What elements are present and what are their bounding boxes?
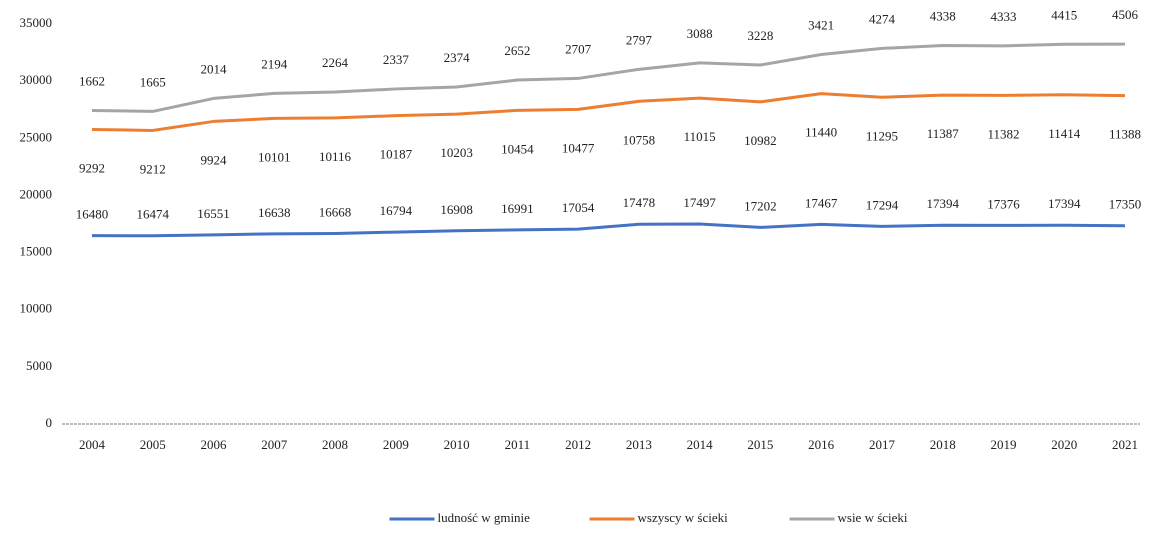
data-label: 16474 xyxy=(137,207,170,222)
data-label: 11015 xyxy=(684,129,716,144)
data-label: 4415 xyxy=(1051,7,1077,22)
data-label: 3088 xyxy=(687,26,713,41)
data-label: 4333 xyxy=(990,9,1016,24)
data-label: 9292 xyxy=(79,160,105,175)
data-label: 17467 xyxy=(805,195,838,210)
y-tick-label: 15000 xyxy=(20,244,53,259)
data-label: 10982 xyxy=(744,133,777,148)
y-tick-label: 20000 xyxy=(20,186,53,201)
data-label: 4338 xyxy=(930,8,956,23)
data-label: 2707 xyxy=(565,41,592,56)
y-tick-label: 25000 xyxy=(20,129,53,144)
data-label: 17394 xyxy=(926,196,959,211)
data-label: 16551 xyxy=(197,206,230,221)
data-label: 16991 xyxy=(501,201,534,216)
data-label: 3228 xyxy=(747,28,773,43)
x-tick-label: 2014 xyxy=(687,437,714,452)
legend-label: ludność w gminie xyxy=(438,510,531,525)
y-tick-label: 5000 xyxy=(26,358,52,373)
data-label: 2194 xyxy=(261,56,288,71)
x-tick-label: 2007 xyxy=(261,437,288,452)
series-line xyxy=(91,42,1126,113)
x-tick-label: 2005 xyxy=(140,437,166,452)
data-label: 16908 xyxy=(440,202,473,217)
data-label: 10203 xyxy=(440,145,473,160)
legend-label: wsie w ścieki xyxy=(838,510,908,525)
x-tick-label: 2015 xyxy=(747,437,773,452)
data-label: 16794 xyxy=(380,203,413,218)
x-tick-label: 2004 xyxy=(79,437,106,452)
data-label: 9924 xyxy=(201,152,228,167)
data-label: 17054 xyxy=(562,200,595,215)
y-tick-label: 10000 xyxy=(20,301,53,316)
data-label: 10101 xyxy=(258,149,291,164)
data-label: 1665 xyxy=(140,74,166,89)
data-label: 2337 xyxy=(383,52,410,67)
data-label: 1662 xyxy=(79,73,105,88)
x-tick-label: 2012 xyxy=(565,437,591,452)
series-line xyxy=(91,222,1126,238)
y-tick-label: 30000 xyxy=(20,72,53,87)
series-line xyxy=(91,92,1126,132)
data-label: 4274 xyxy=(869,11,896,26)
x-tick-label: 2021 xyxy=(1112,437,1138,452)
data-label: 10187 xyxy=(380,147,413,162)
data-label: 17497 xyxy=(683,195,716,210)
data-label: 11440 xyxy=(805,125,837,140)
data-label: 10758 xyxy=(623,132,656,147)
y-tick-label: 0 xyxy=(46,415,53,430)
data-label: 11388 xyxy=(1109,127,1141,142)
data-label: 10116 xyxy=(319,149,352,164)
data-label: 17394 xyxy=(1048,196,1081,211)
x-tick-label: 2009 xyxy=(383,437,409,452)
data-label: 17478 xyxy=(623,195,656,210)
x-tick-label: 2016 xyxy=(808,437,835,452)
data-label: 17376 xyxy=(987,196,1020,211)
data-label: 11387 xyxy=(927,126,960,141)
x-tick-label: 2006 xyxy=(201,437,228,452)
data-label: 10477 xyxy=(562,140,595,155)
x-tick-label: 2020 xyxy=(1051,437,1077,452)
data-label: 2652 xyxy=(504,43,530,58)
data-label: 9212 xyxy=(140,161,166,176)
data-label: 16480 xyxy=(76,207,109,222)
data-label: 2264 xyxy=(322,55,349,70)
x-tick-label: 2010 xyxy=(444,437,470,452)
data-label: 17294 xyxy=(866,197,899,212)
data-label: 17350 xyxy=(1109,197,1142,212)
data-label: 16668 xyxy=(319,204,352,219)
data-label: 10454 xyxy=(501,141,534,156)
y-tick-label: 35000 xyxy=(20,15,53,30)
data-label: 17202 xyxy=(744,198,777,213)
data-label: 11295 xyxy=(866,128,898,143)
data-label: 2797 xyxy=(626,32,653,47)
data-label: 2374 xyxy=(444,50,471,65)
x-tick-label: 2018 xyxy=(930,437,956,452)
x-tick-label: 2011 xyxy=(505,437,531,452)
x-tick-label: 2013 xyxy=(626,437,652,452)
data-label: 11382 xyxy=(987,126,1019,141)
legend-label: wszyscy w ścieki xyxy=(638,510,729,525)
data-label: 4506 xyxy=(1112,7,1139,22)
x-tick-label: 2008 xyxy=(322,437,348,452)
data-label: 2014 xyxy=(201,61,228,76)
data-label: 3421 xyxy=(808,18,834,33)
x-tick-label: 2017 xyxy=(869,437,896,452)
data-label: 11414 xyxy=(1048,126,1081,141)
x-tick-label: 2019 xyxy=(990,437,1016,452)
data-label: 16638 xyxy=(258,205,291,220)
